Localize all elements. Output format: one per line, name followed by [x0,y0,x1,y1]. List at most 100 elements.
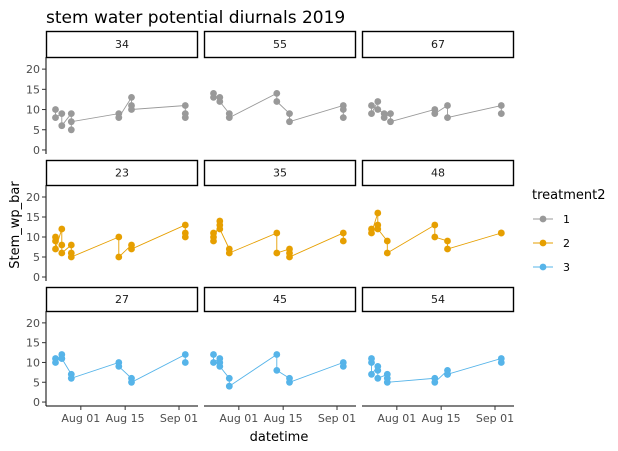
data-point [368,110,375,117]
data-point [444,114,451,121]
data-point [431,110,439,117]
data-point [216,363,224,370]
data-point [115,363,123,370]
data-point [115,114,123,121]
series-line-48 [371,212,502,254]
data-point [128,378,135,386]
data-point [444,245,451,253]
facet-strip [45,159,199,187]
data-point [374,98,382,105]
data-point [225,114,233,121]
facet-panel-35: 35 [203,159,357,261]
facet-panel-48: 48 [361,159,515,257]
data-point [128,106,135,113]
data-point [368,102,375,109]
data-point [128,245,135,253]
y-tick-label: 20 [26,63,40,76]
y-tick-label: 5 [33,124,40,137]
facet-strip-label: 23 [115,167,129,180]
data-point [58,110,66,117]
facet-strip [203,30,357,59]
data-point [339,237,347,245]
series-line-23 [55,224,186,259]
series-line-55 [213,92,344,123]
facet-strip-label: 48 [431,167,445,180]
data-point [216,98,224,105]
data-point [339,229,347,237]
data-point [374,367,382,374]
y-tick-label: 5 [33,251,40,264]
facet-panel-23: 23 0 5 10 15 20 [26,159,199,284]
facet-panel-34: 34 0 5 10 15 20 [26,30,199,157]
data-point [52,106,59,113]
data-point [225,382,233,390]
x-axis: Aug 01 Aug 15 Sep 01 Aug 01 Aug 15 Sep 01 Aug … [61,406,514,425]
data-point [383,249,391,257]
y-tick-label: 0 [33,396,40,409]
x-tick-label: Sep 01 [318,412,356,425]
data-point [497,102,505,109]
y-tick-label: 10 [26,231,40,244]
x-tick-label: Sep 01 [476,412,514,425]
data-point [339,114,347,121]
facet-strip [203,286,357,313]
facet-panel-27: 27 0 5 10 15 20 [26,286,199,409]
data-point [181,114,189,121]
data-point [210,351,217,358]
y-tick-label: 15 [26,211,40,224]
legend-key-point [539,239,547,247]
data-point [497,359,505,366]
data-point [286,378,293,386]
x-tick-label: Aug 15 [264,412,303,425]
data-point [273,367,281,374]
data-point [181,233,189,241]
data-point [52,245,59,253]
data-point [387,110,394,117]
data-point [67,118,75,126]
data-point [67,110,75,117]
x-tick-label: Aug 01 [219,412,258,425]
data-point [67,374,75,382]
data-point [273,90,281,97]
data-point [380,114,388,121]
data-point [374,209,382,217]
x-tick-label: Aug 15 [422,412,461,425]
data-point [383,378,391,386]
data-point [273,249,281,257]
data-point [67,126,75,134]
data-point [52,114,59,121]
data-point [368,229,375,237]
x-tick-label: Sep 01 [160,412,198,425]
y-tick-label: 20 [26,317,40,330]
legend-entry-label: 3 [563,261,570,274]
facet-strip-label: 67 [431,38,445,51]
data-point [374,374,382,382]
y-tick-label: 0 [33,271,40,284]
y-tick-label: 15 [26,83,40,96]
legend-key-point [539,215,547,223]
data-point [273,98,281,105]
legend-title: treatment2 [532,188,606,203]
facet-strip-label: 27 [115,293,129,306]
data-point [58,122,66,130]
data-point [431,233,439,241]
data-point [181,351,189,358]
data-point [128,94,135,101]
legend-entry-label: 2 [563,237,570,250]
x-tick-label: Aug 15 [106,412,145,425]
data-point [368,370,375,378]
data-point [339,363,347,370]
x-tick-label: Aug 01 [377,412,416,425]
data-point [286,118,293,126]
data-point [339,106,347,113]
y-axis-label: Stem_wp_bar [8,181,23,269]
facet-panel-55: 55 [203,30,357,126]
data-point [181,221,189,229]
x-tick-label: Aug 01 [61,412,100,425]
y-tick-label: 0 [33,144,40,157]
data-point [210,237,217,245]
facet-strip [361,30,515,59]
chart-title: stem water potential diurnals 2019 [46,8,345,28]
data-point [444,370,451,378]
